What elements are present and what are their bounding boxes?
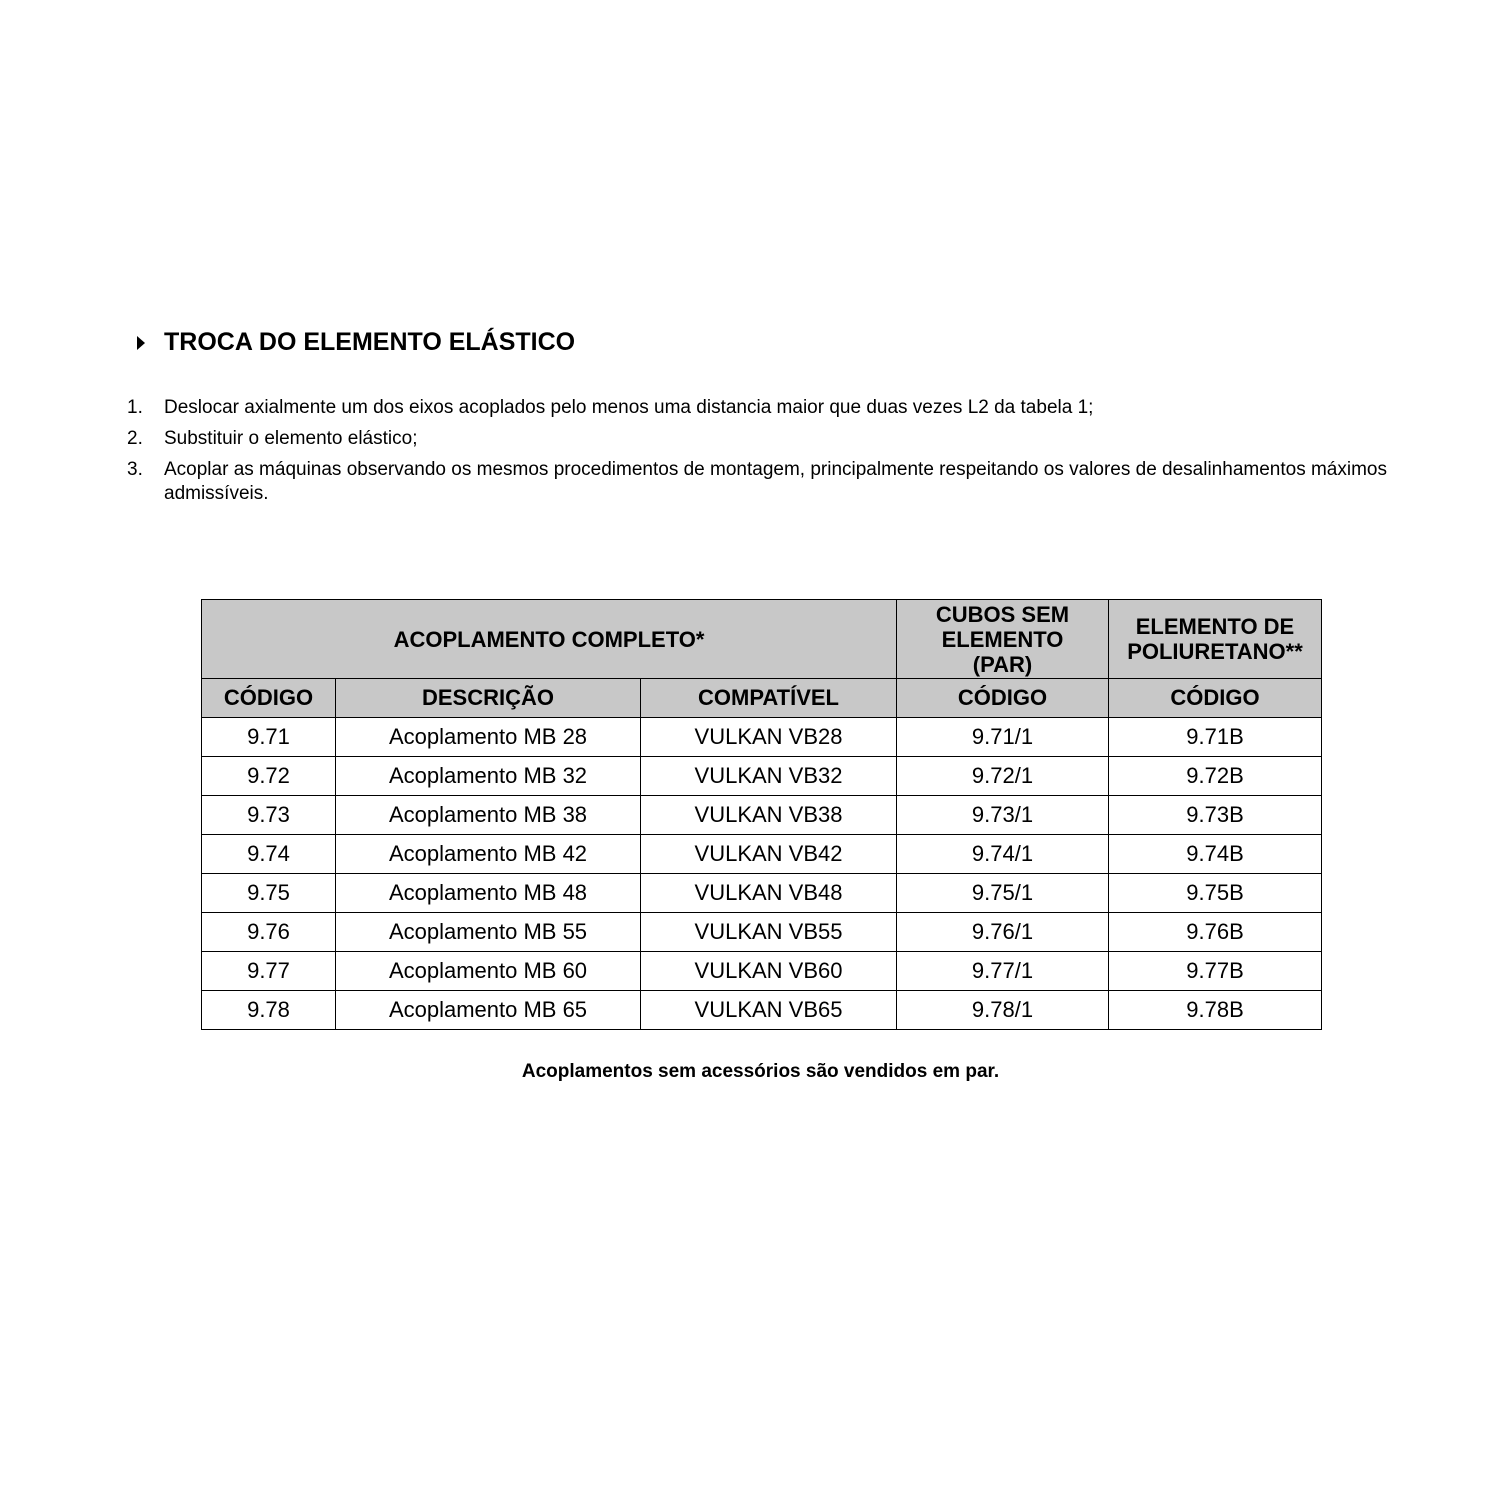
table-cell: 9.77B (1108, 951, 1322, 991)
table-cell: Acoplamento MB 32 (335, 756, 641, 796)
table-cell: 9.74 (201, 834, 336, 874)
table-cell: 9.75B (1108, 873, 1322, 913)
table-cell: 9.73B (1108, 795, 1322, 835)
table-cell: 9.71 (201, 717, 336, 757)
list-item: 1. Deslocar axialmente um dos eixos acopl… (127, 396, 1407, 420)
group-header-element-label: ELEMENTO DE POLIURETANO** (1127, 614, 1303, 664)
table-cell: 9.73 (201, 795, 336, 835)
step-number: 1. (127, 397, 143, 418)
group-header-element: ELEMENTO DE POLIURETANO** (1108, 599, 1322, 679)
table-note: Acoplamentos sem acessórios são vendidos… (521, 1061, 1000, 1082)
table-cell: VULKAN VB60 (640, 951, 897, 991)
table-cell: Acoplamento MB 38 (335, 795, 641, 835)
group-header-complete: ACOPLAMENTO COMPLETO* (201, 599, 897, 679)
step-text: Acoplar as máquinas observando os mesmos… (164, 459, 1387, 504)
table-cell: 9.72B (1108, 756, 1322, 796)
table-cell: 9.75 (201, 873, 336, 913)
table-row: 9.77 Acoplamento MB 60 VULKAN VB60 9.77/1 9.… (201, 951, 1322, 991)
table-cell: Acoplamento MB 28 (335, 717, 641, 757)
group-header-hubs: CUBOS SEM ELEMENTO (PAR) (896, 599, 1109, 679)
table-cell: VULKAN VB38 (640, 795, 897, 835)
table-cell: Acoplamento MB 55 (335, 912, 641, 952)
table-cell: 9.76/1 (896, 912, 1109, 952)
table-cell: VULKAN VB42 (640, 834, 897, 874)
steps-list: 1. Deslocar axialmente um dos eixos acopl… (127, 396, 1407, 513)
table-cell: 9.78 (201, 990, 336, 1030)
table-cell: 9.72 (201, 756, 336, 796)
table-row: 9.76 Acoplamento MB 55 VULKAN VB55 9.76/1 9.… (201, 912, 1322, 952)
table-row: 9.72 Acoplamento MB 32 VULKAN VB32 9.72/1 9.… (201, 756, 1322, 796)
list-item: 3. Acoplar as máquinas observando os mesm… (127, 458, 1407, 506)
step-text: Deslocar axialmente um dos eixos acoplad… (164, 397, 1094, 418)
column-header: COMPATÍVEL (640, 678, 897, 718)
table-cell: Acoplamento MB 42 (335, 834, 641, 874)
list-item: 2. Substituir o elemento elástico; (127, 427, 1407, 451)
table-cell: Acoplamento MB 60 (335, 951, 641, 991)
column-header: CÓDIGO (201, 678, 336, 718)
table-row: 9.75 Acoplamento MB 48 VULKAN VB48 9.75/1 9.… (201, 873, 1322, 913)
table-cell: 9.71/1 (896, 717, 1109, 757)
table-cell: Acoplamento MB 48 (335, 873, 641, 913)
parts-table: ACOPLAMENTO COMPLETO* CUBOS SEM ELEMENTO… (201, 599, 1322, 1030)
table-cell: VULKAN VB55 (640, 912, 897, 952)
column-header: CÓDIGO (1108, 678, 1322, 718)
step-number: 3. (127, 459, 143, 480)
table-cell: VULKAN VB48 (640, 873, 897, 913)
table-row: 9.73 Acoplamento MB 38 VULKAN VB38 9.73/1 9.… (201, 795, 1322, 835)
table-cell: 9.78B (1108, 990, 1322, 1030)
table-cell: 9.71B (1108, 717, 1322, 757)
table-cell: VULKAN VB28 (640, 717, 897, 757)
section-title: TROCA DO ELEMENTO ELÁSTICO (164, 328, 576, 356)
column-header: DESCRIÇÃO (335, 678, 641, 718)
group-header-hubs-label: CUBOS SEM ELEMENTO (PAR) (935, 601, 1070, 677)
table-cell: 9.75/1 (896, 873, 1109, 913)
table-row: 9.74 Acoplamento MB 42 VULKAN VB42 9.74/1 9.… (201, 834, 1322, 874)
table-cell: 9.76 (201, 912, 336, 952)
table-cell: VULKAN VB65 (640, 990, 897, 1030)
table-cell: 9.77 (201, 951, 336, 991)
table-row: 9.78 Acoplamento MB 65 VULKAN VB65 9.78/1 9.… (201, 990, 1322, 1030)
step-text: Substituir o elemento elástico; (164, 428, 418, 449)
table-cell: VULKAN VB32 (640, 756, 897, 796)
table-cell: 9.73/1 (896, 795, 1109, 835)
triangle-right-icon (137, 335, 145, 350)
table-cell: 9.74/1 (896, 834, 1109, 874)
table-cell: 9.74B (1108, 834, 1322, 874)
table-row: 9.71 Acoplamento MB 28 VULKAN VB28 9.71/1 9.… (201, 717, 1322, 757)
table-cell: 9.72/1 (896, 756, 1109, 796)
table-cell: 9.77/1 (896, 951, 1109, 991)
column-header: CÓDIGO (896, 678, 1109, 718)
section-heading: TROCA DO ELEMENTO ELÁSTICO (137, 328, 575, 357)
step-number: 2. (127, 428, 143, 449)
table-cell: 9.76B (1108, 912, 1322, 952)
table-cell: 9.78/1 (896, 990, 1109, 1030)
table-cell: Acoplamento MB 65 (335, 990, 641, 1030)
